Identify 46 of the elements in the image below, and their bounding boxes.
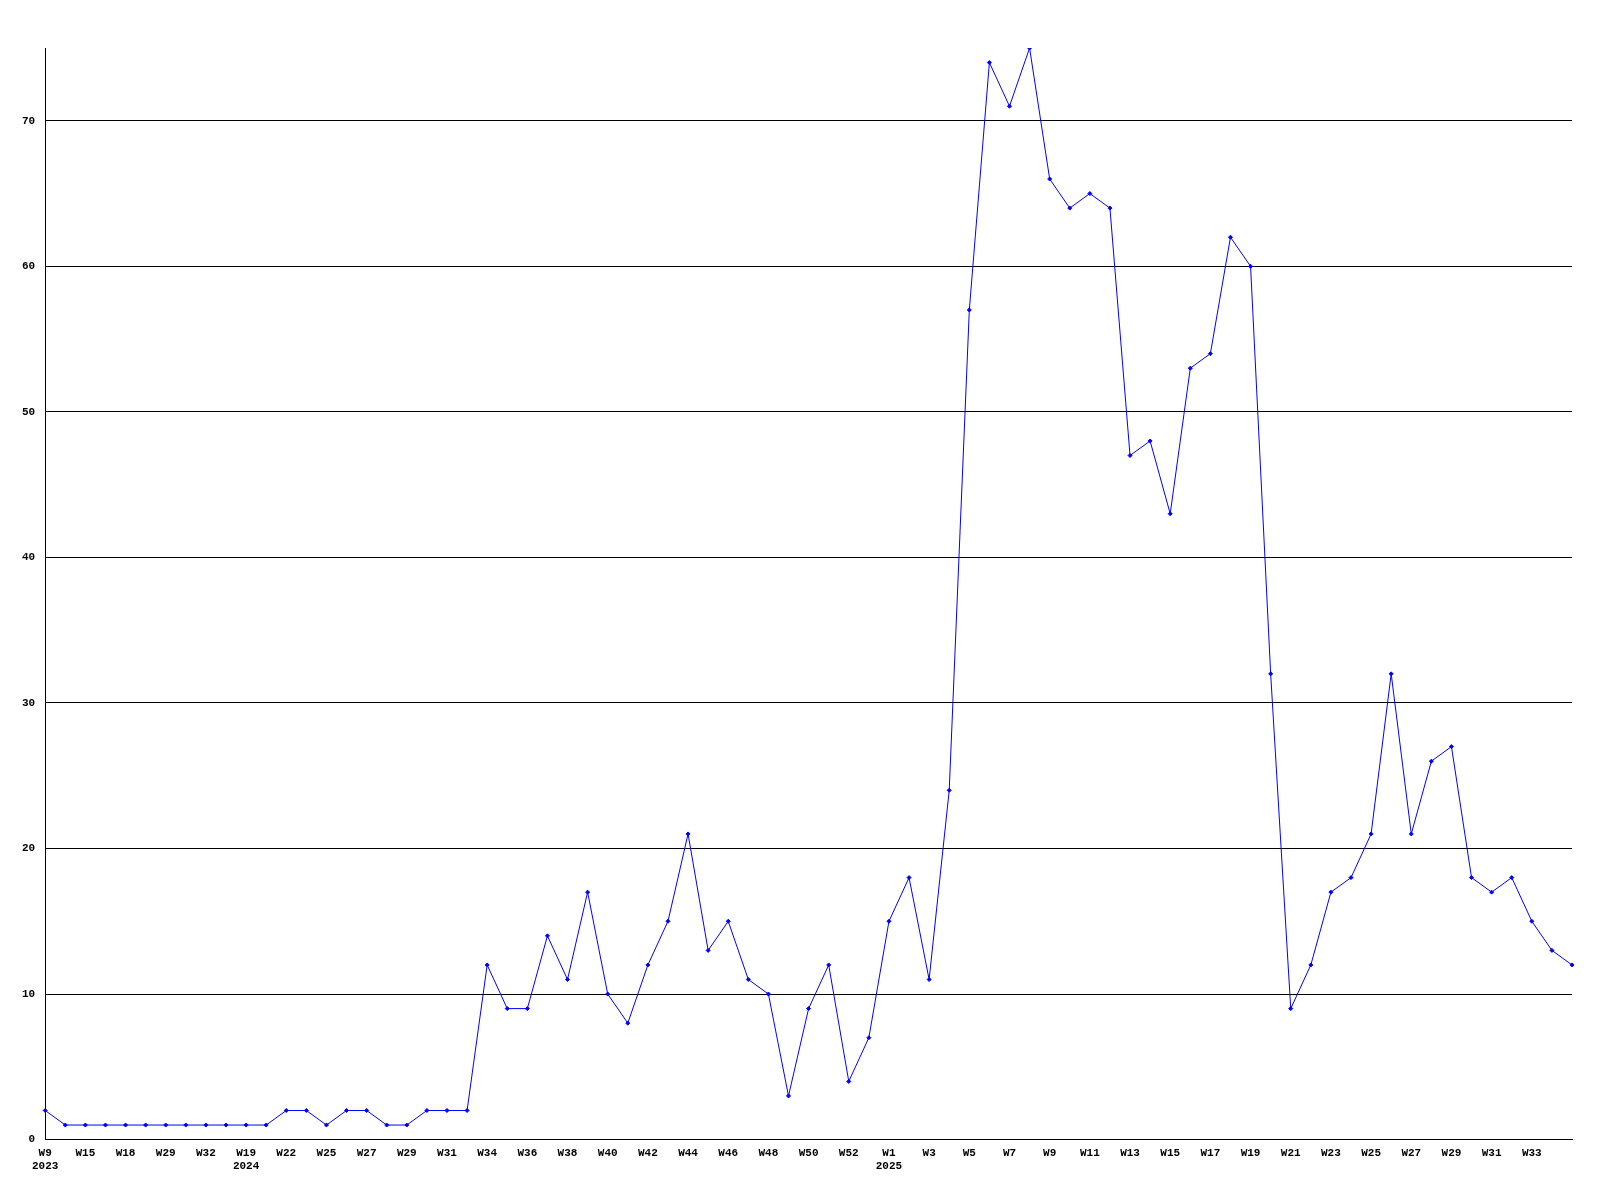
x-tick-label: W7 [1002, 1146, 1017, 1159]
y-tick-label: 30 [22, 696, 36, 709]
x-tick-label: W40 [597, 1146, 618, 1159]
x-tick-label: W38 [557, 1146, 578, 1159]
x-tick-label: W19 [1240, 1146, 1261, 1159]
x-tick-label: W46 [718, 1146, 739, 1159]
x-tick-label: W5 [962, 1146, 977, 1159]
x-tick-label: W17 [1200, 1146, 1221, 1159]
x-tick-label: W48 [758, 1146, 779, 1159]
x-tick-label: W33 [1521, 1146, 1543, 1159]
x-tick-label: W36 [517, 1146, 538, 1159]
x-tick-label: W15 [75, 1146, 96, 1159]
x-tick-label: W32 [196, 1146, 216, 1159]
x-tick-label: W27 [1401, 1146, 1422, 1159]
x-tick-label: W52 [838, 1146, 859, 1159]
x-tick-label: W9 2023 [32, 1146, 59, 1173]
x-tick-label: W19 2024 [232, 1146, 260, 1173]
y-tick-label: 40 [22, 551, 36, 564]
x-tick-label: W29 [1441, 1146, 1462, 1159]
x-tick-label: W11 [1079, 1146, 1101, 1159]
y-tick-label: 0 [28, 1133, 36, 1146]
x-tick-label: W1 2025 [875, 1146, 903, 1173]
x-tick-label: W9 [1043, 1146, 1057, 1159]
y-tick-label: 20 [22, 842, 36, 855]
x-tick-label: W42 [637, 1146, 658, 1159]
x-tick-label: W27 [356, 1146, 377, 1159]
x-tick-label: W18 [115, 1146, 136, 1159]
x-tick-label: W3 [922, 1146, 937, 1159]
x-tick-label: W50 [798, 1146, 819, 1159]
x-tick-label: W34 [477, 1146, 498, 1159]
y-tick-label: 10 [22, 987, 36, 1000]
x-tick-label: W31 [437, 1146, 458, 1159]
y-tick-label: 70 [22, 114, 36, 127]
x-tick-label: W31 [1481, 1146, 1502, 1159]
y-tick-label: 50 [22, 405, 36, 418]
x-tick-label: W23 [1321, 1146, 1342, 1159]
x-tick-label: W25 [316, 1146, 337, 1159]
x-tick-label: W25 [1361, 1146, 1382, 1159]
y-tick-label: 60 [22, 260, 36, 273]
x-tick-label: W44 [678, 1146, 699, 1159]
x-tick-label: W22 [276, 1146, 297, 1159]
x-tick-label: W29 [396, 1146, 417, 1159]
x-tick-label: W13 [1120, 1146, 1141, 1159]
x-tick-label: W29 [155, 1146, 176, 1159]
x-tick-label: W15 [1160, 1146, 1181, 1159]
x-tick-label: W21 [1280, 1146, 1302, 1159]
